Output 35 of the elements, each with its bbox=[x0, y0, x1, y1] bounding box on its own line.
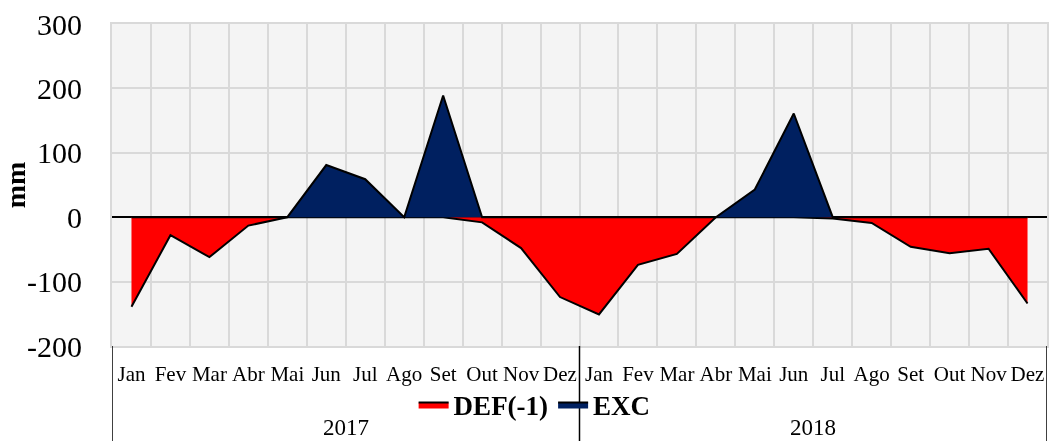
y-axis-title: mm bbox=[0, 161, 31, 209]
x-tick-label: Nov bbox=[502, 362, 540, 387]
x-tick-label: Jun bbox=[311, 362, 342, 387]
x-tick-label: Set bbox=[897, 362, 925, 387]
x-tick-label: Mai bbox=[270, 362, 305, 387]
x-tick-label: Ago bbox=[853, 362, 890, 387]
y-tick-label: -200 bbox=[27, 329, 82, 363]
y-tick-label: 300 bbox=[37, 7, 82, 41]
x-tick-label: Nov bbox=[970, 362, 1008, 387]
x-tick-label: Set bbox=[429, 362, 457, 387]
x-tick-label: Out bbox=[933, 362, 966, 387]
y-tick-label: 100 bbox=[37, 136, 82, 170]
x-tick-label: Fev bbox=[622, 362, 655, 387]
x-tick-label: Jul bbox=[820, 362, 846, 387]
x-tick-label: Mar bbox=[191, 362, 227, 387]
text: 2018 bbox=[790, 415, 836, 440]
legend-label: EXC bbox=[593, 391, 651, 422]
x-tick-label: Jan bbox=[117, 362, 146, 387]
legend-label: DEF(-1) bbox=[453, 391, 549, 422]
x-tick-label: Mar bbox=[659, 362, 695, 387]
x-tick-label: Abr bbox=[699, 362, 733, 387]
x-tick-label: Dez bbox=[1010, 362, 1045, 387]
y-tick-label: 200 bbox=[37, 71, 82, 105]
x-tick-label: Out bbox=[466, 362, 499, 387]
text: 2017 bbox=[323, 415, 369, 440]
x-tick-label: Dez bbox=[543, 362, 577, 387]
y-tick-label: -100 bbox=[27, 265, 82, 299]
x-tick-label: Mai bbox=[737, 362, 772, 387]
y-tick-label: 0 bbox=[67, 200, 82, 234]
x-tick-label: Abr bbox=[232, 362, 265, 387]
x-tick-label: Jan bbox=[584, 362, 614, 387]
x-tick-label: Jul bbox=[352, 362, 378, 387]
x-tick-label: Fev bbox=[154, 362, 187, 387]
x-tick-label: Ago bbox=[386, 362, 423, 387]
x-tick-label: Jun bbox=[779, 362, 809, 387]
